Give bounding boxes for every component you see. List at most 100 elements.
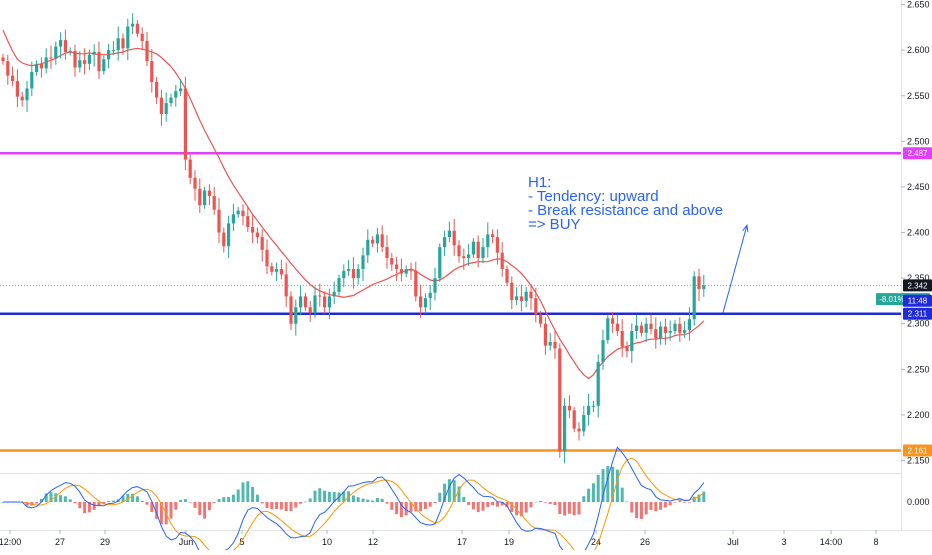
y-tick-label: 2.400 bbox=[907, 228, 930, 238]
x-tick-label: 12:00 bbox=[0, 537, 21, 547]
histogram-bar bbox=[452, 480, 456, 502]
candle-body bbox=[404, 269, 408, 274]
candle-body bbox=[635, 325, 639, 332]
candle-body bbox=[323, 296, 327, 308]
candle bbox=[462, 248, 466, 270]
level-price-tag-label: 2.487 bbox=[907, 149, 928, 158]
histogram-bar bbox=[121, 495, 125, 502]
candle bbox=[73, 44, 77, 77]
x-tick-label: 8 bbox=[873, 537, 878, 547]
candle bbox=[438, 243, 442, 282]
candle-body bbox=[428, 292, 432, 299]
candle bbox=[428, 284, 432, 311]
candle-body bbox=[361, 255, 365, 270]
candle bbox=[635, 315, 639, 339]
candle bbox=[644, 317, 648, 342]
candle-body bbox=[572, 410, 576, 429]
histogram-bar bbox=[327, 491, 331, 502]
candle bbox=[385, 235, 389, 269]
candle-body bbox=[630, 331, 634, 352]
candle-body bbox=[236, 210, 240, 215]
histogram-bar bbox=[241, 482, 245, 502]
histogram-bar bbox=[126, 493, 130, 502]
histogram-bar bbox=[255, 494, 259, 502]
candle bbox=[207, 184, 211, 206]
candle bbox=[59, 32, 63, 59]
candle-body bbox=[390, 258, 394, 265]
histogram-bar bbox=[39, 498, 43, 502]
candle-body bbox=[601, 340, 605, 363]
price-axis[interactable]: 2.650 2.600 2.550 2.500 2.450 2.400 2.350 2.300… bbox=[901, 0, 930, 466]
candle-body bbox=[510, 282, 514, 301]
candle bbox=[601, 329, 605, 370]
candle-body bbox=[553, 341, 557, 349]
level-price-tag bbox=[903, 444, 932, 457]
candle-body bbox=[131, 23, 135, 27]
candle bbox=[457, 240, 461, 263]
histogram-bar bbox=[68, 499, 72, 502]
candle-body bbox=[519, 296, 523, 301]
histogram-bar bbox=[534, 501, 538, 503]
candle bbox=[486, 222, 490, 258]
candle bbox=[270, 262, 274, 276]
histogram-bar bbox=[63, 496, 67, 502]
candle bbox=[145, 31, 149, 67]
histogram-bar bbox=[313, 490, 317, 502]
histogram-bar bbox=[44, 493, 48, 502]
candle bbox=[510, 276, 514, 310]
candle-body bbox=[193, 177, 197, 189]
candle bbox=[279, 259, 283, 280]
candle-body bbox=[313, 295, 317, 313]
candle-body bbox=[447, 230, 451, 238]
histogram-bar bbox=[596, 474, 600, 502]
candlesticks bbox=[1, 13, 706, 464]
candle-body bbox=[567, 405, 571, 411]
candle-body bbox=[159, 97, 163, 114]
x-tick-label: 14:00 bbox=[820, 537, 843, 547]
candle-body bbox=[342, 270, 346, 279]
histogram-bar bbox=[318, 488, 322, 502]
candle-body bbox=[73, 51, 77, 68]
candle bbox=[78, 51, 82, 73]
y-tick-label: 2.600 bbox=[907, 45, 930, 55]
candle bbox=[587, 393, 591, 426]
time-axis[interactable]: 12:00 27 29 Jun 5 10 12 17 19 24 26 Jul 3 14:00 8 bbox=[0, 530, 879, 547]
candle-body bbox=[116, 38, 120, 51]
candle bbox=[447, 221, 451, 243]
histogram-bar bbox=[92, 502, 96, 510]
candle-body bbox=[217, 209, 221, 233]
note-line-3: - Break resistance and above bbox=[528, 202, 723, 219]
candle-body bbox=[174, 91, 178, 98]
candle-body bbox=[654, 329, 658, 339]
candle-body bbox=[20, 96, 24, 101]
candle bbox=[683, 321, 687, 338]
histogram-bar bbox=[323, 490, 327, 502]
histogram-bar bbox=[644, 502, 648, 515]
histogram-bar bbox=[59, 495, 63, 502]
x-tick-label: 3 bbox=[781, 537, 786, 547]
candle-body bbox=[443, 237, 447, 248]
candle bbox=[529, 284, 533, 311]
histogram-bar bbox=[529, 502, 533, 508]
candle bbox=[577, 422, 581, 441]
candle-body bbox=[433, 278, 437, 293]
note-line-1: H1: bbox=[528, 174, 551, 191]
histogram-bar bbox=[217, 499, 221, 502]
candle-body bbox=[260, 237, 264, 250]
buy-arrow-head bbox=[742, 224, 749, 233]
histogram-bar bbox=[97, 502, 101, 507]
candle-body bbox=[169, 97, 173, 104]
histogram-bar bbox=[615, 469, 619, 502]
y-tick-label: 2.300 bbox=[907, 319, 930, 329]
histogram-bar bbox=[572, 502, 576, 516]
histogram-bar bbox=[87, 502, 91, 513]
note-line-2: - Tendency: upward bbox=[528, 188, 659, 205]
horizontal-levels[interactable] bbox=[0, 151, 901, 452]
candle bbox=[371, 236, 375, 248]
candle bbox=[639, 321, 643, 337]
candle-body bbox=[591, 405, 595, 407]
candle-body bbox=[375, 234, 379, 244]
candle-body bbox=[25, 88, 29, 101]
